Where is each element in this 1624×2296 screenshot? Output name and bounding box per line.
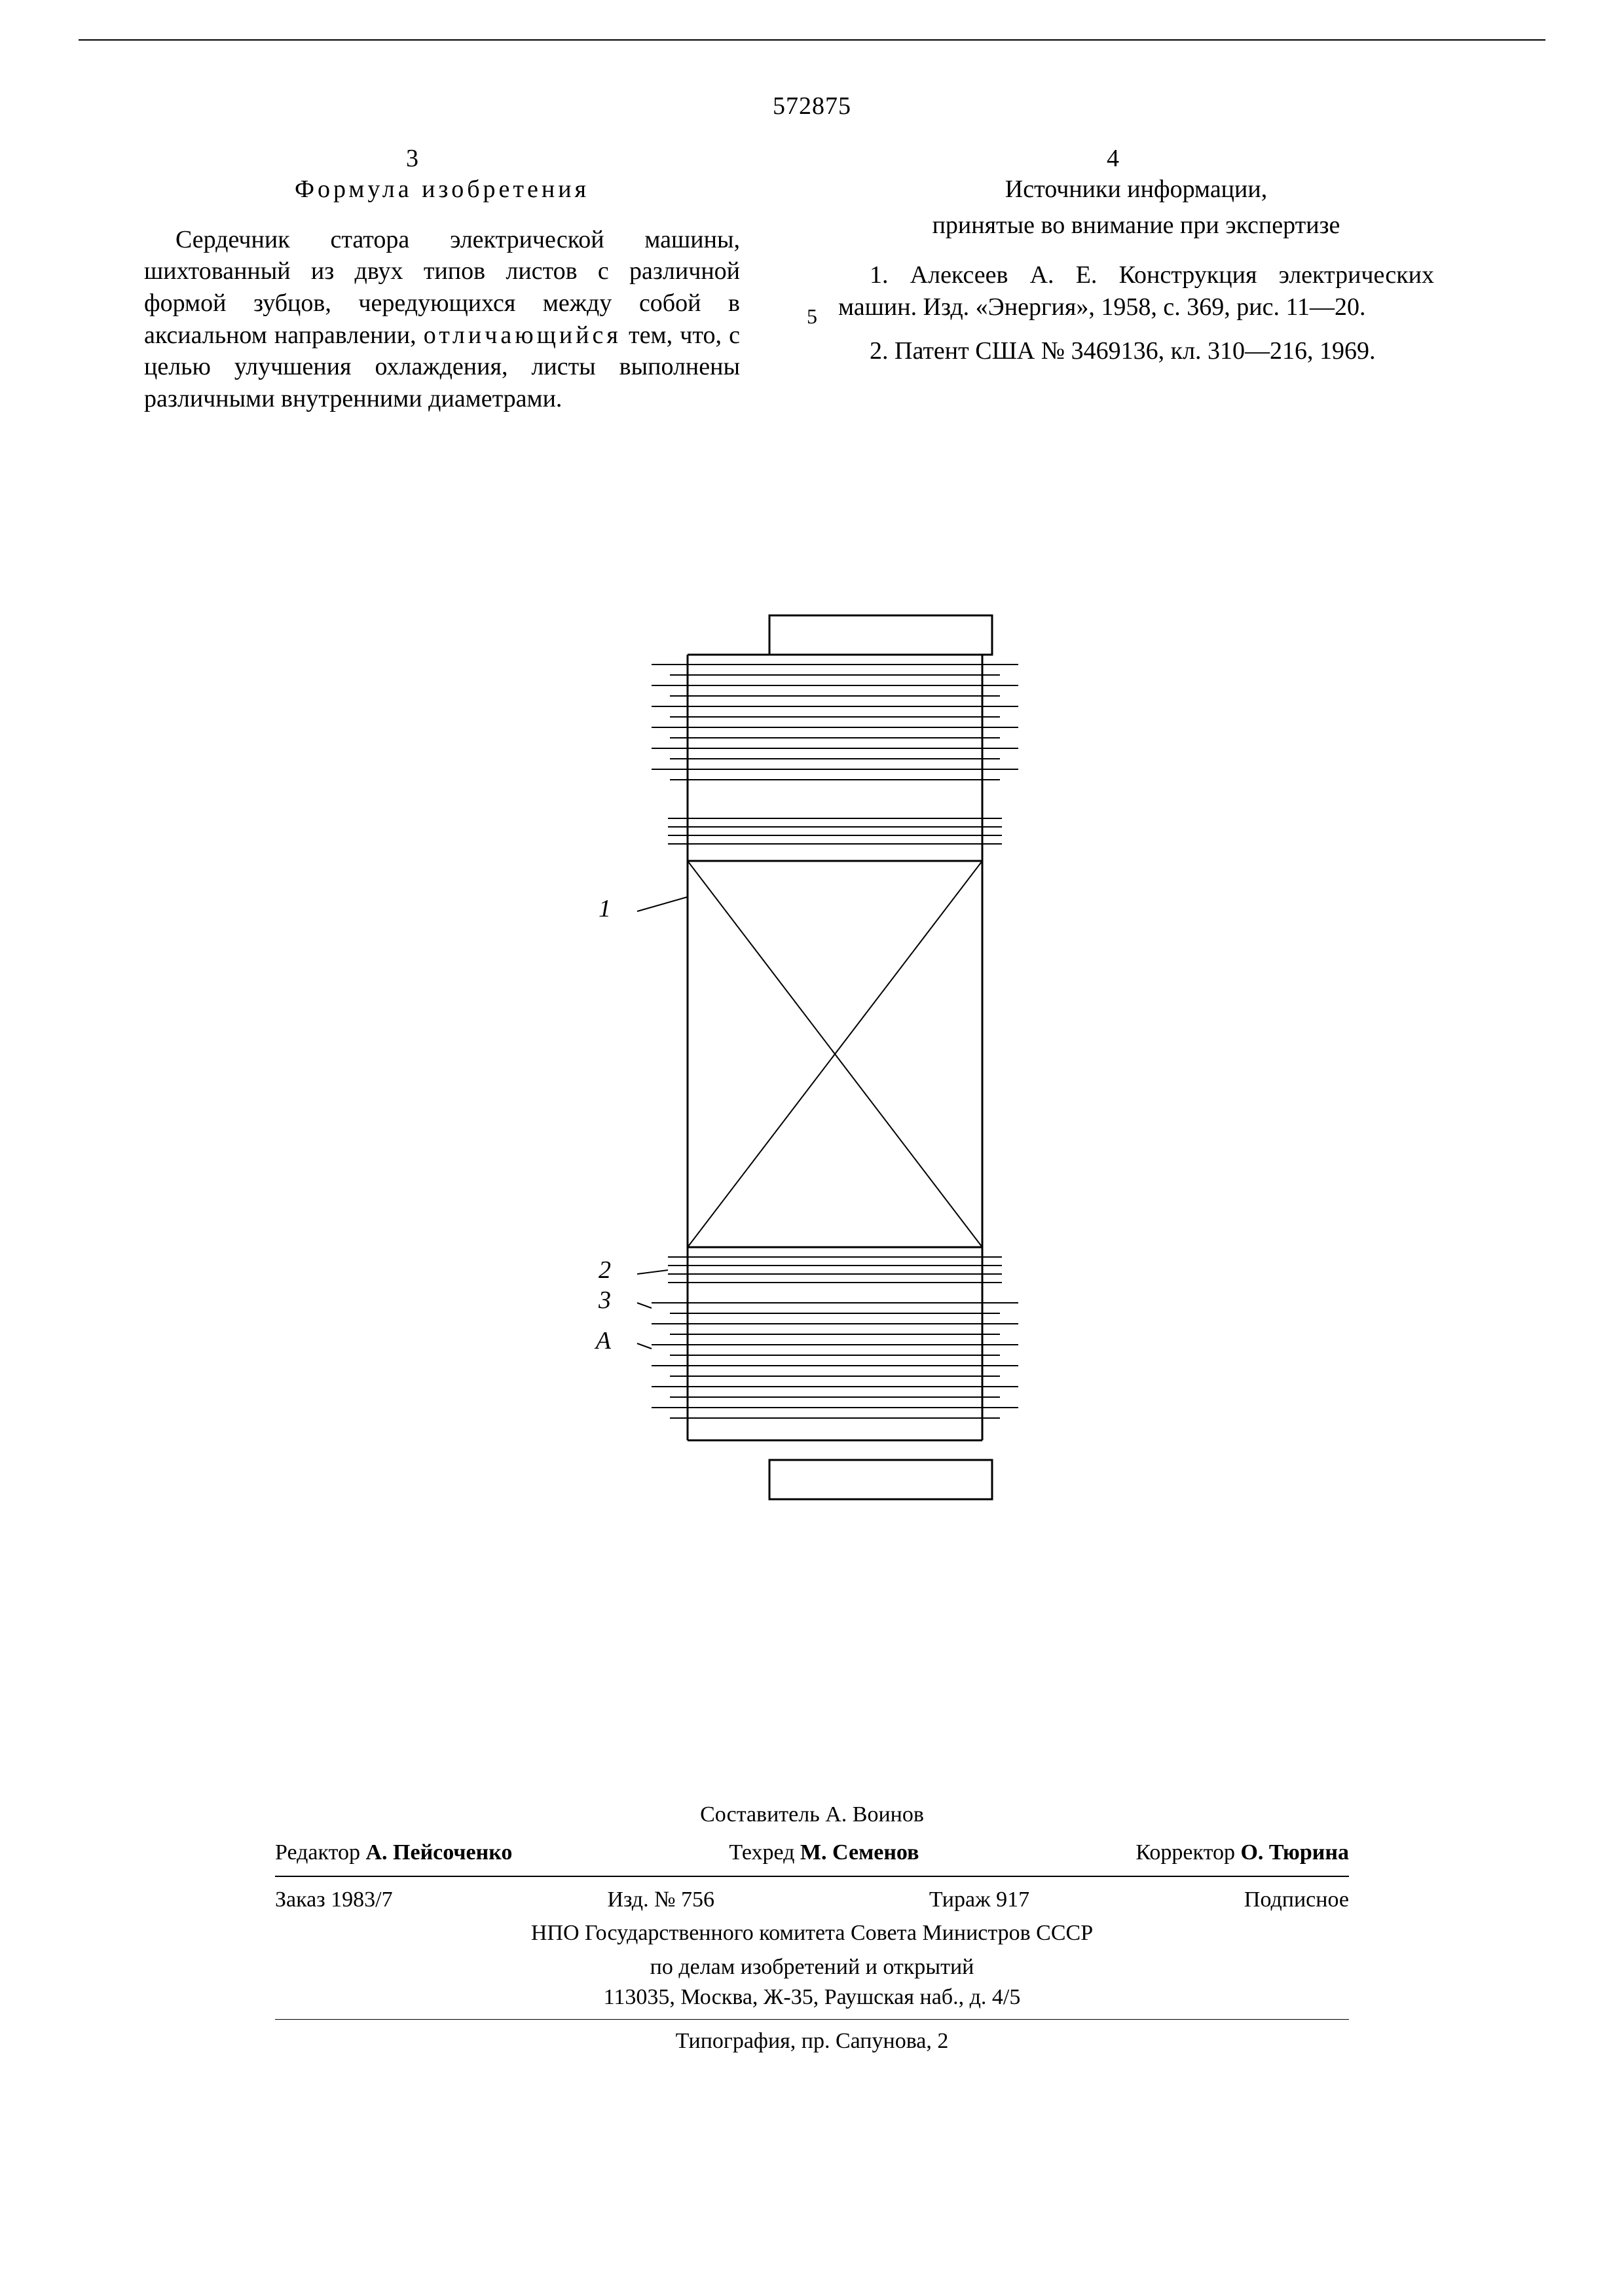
editor-name: А. Пейсоченко [365, 1840, 512, 1865]
credits-row: Редактор А. Пейсоченко Техред М. Семенов… [275, 1834, 1349, 1872]
editor: Редактор А. Пейсоченко [275, 1838, 512, 1868]
figure-container: 1 23 А [0, 589, 1624, 1529]
right-column: Источники информации, принятые во вниман… [838, 173, 1434, 378]
figure-label-1: 1 [599, 895, 611, 922]
editor-label: Редактор [275, 1840, 360, 1865]
corrector-name: О. Тюрина [1240, 1840, 1349, 1865]
imprint-block: Составитель А. Воинов Редактор А. Пейсоч… [275, 1796, 1349, 2060]
subscription: Подписное [1244, 1885, 1349, 1915]
corrector-label: Корректор [1135, 1840, 1235, 1865]
claims-title: Формула изобретения [144, 173, 740, 206]
sources-title-2: принятые во внимание при экспертизе [838, 210, 1434, 242]
left-column: Формула изобретения Сердечник статора эл… [144, 173, 740, 426]
tech-name: М. Семенов [800, 1840, 919, 1865]
printer-line: Типография, пр. Сапунова, 2 [275, 2022, 1349, 2060]
figure-label-A: А [594, 1327, 612, 1355]
edition-number: Изд. № 756 [607, 1885, 714, 1915]
org-line-2: по делам изобретений и открытий [275, 1952, 1349, 1982]
imprint-rule-1 [275, 1876, 1349, 1877]
figure-label-3: 3 [598, 1286, 611, 1314]
document-number: 572875 [0, 92, 1624, 120]
sources-title-1: Источники информации, [838, 173, 1434, 206]
order-row: Заказ 1983/7 Изд. № 756 Тираж 917 Подпис… [275, 1881, 1349, 1919]
column-number-right: 4 [1107, 144, 1119, 173]
imprint-rule-2 [275, 2019, 1349, 2020]
claims-body-em: отличающийся [424, 321, 621, 349]
reference-2: 2. Патент США № 3469136, кл. 310—216, 19… [838, 335, 1434, 367]
top-rule [79, 39, 1545, 41]
technical-drawing: 1 23 А [468, 589, 1156, 1525]
figure-label-2: 2 [599, 1256, 611, 1284]
page: 572875 3 4 5 Формула изобретения Сердечн… [0, 0, 1624, 2296]
line-marker-5: 5 [807, 304, 817, 329]
column-number-left: 3 [406, 144, 418, 173]
reference-1: 1. Алексеев А. Е. Конструкция электричес… [838, 259, 1434, 323]
org-line-1: НПО Государственного комитета Совета Мин… [275, 1918, 1349, 1952]
print-run: Тираж 917 [929, 1885, 1029, 1915]
address-line: 113035, Москва, Ж-35, Раушская наб., д. … [275, 1982, 1349, 2016]
claims-body: Сердечник статора электрической машины, … [144, 224, 740, 415]
tech-label: Техред [729, 1840, 794, 1865]
order-number: Заказ 1983/7 [275, 1885, 393, 1915]
corrector: Корректор О. Тюрина [1135, 1838, 1349, 1868]
compiler-line: Составитель А. Воинов [275, 1796, 1349, 1834]
tech-editor: Техред М. Семенов [729, 1838, 919, 1868]
